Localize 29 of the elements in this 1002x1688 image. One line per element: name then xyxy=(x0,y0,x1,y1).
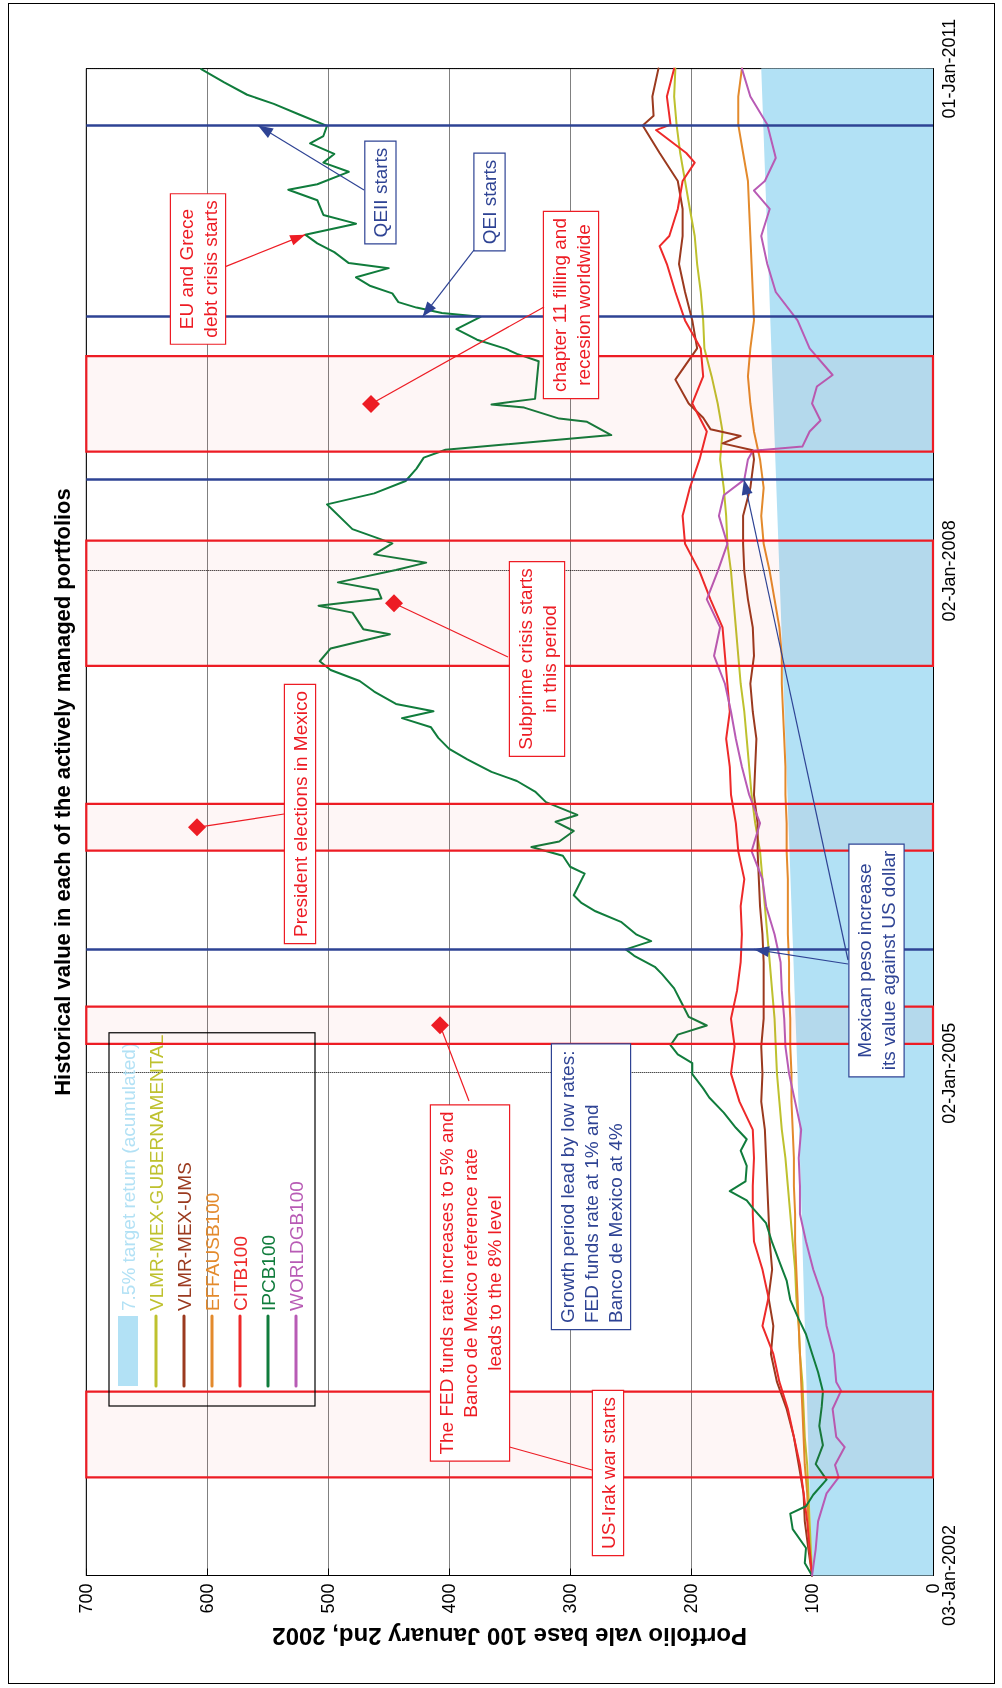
x-tick-label: 600 xyxy=(197,1583,218,1614)
y-tick-label: 01-Jan-2011 xyxy=(939,18,959,119)
x-tick-label: 100 xyxy=(802,1583,823,1614)
band-label: The FED funds rate increases to 5% and Banco de Mexico reference rate leads to the 8% level xyxy=(435,1111,505,1455)
annotation: EU and Grece debt crisis starts xyxy=(175,200,221,338)
text: 7.5% target return (acumulated) xyxy=(117,1042,139,1311)
y-tick-label: 02-Jan-2005 xyxy=(939,1022,959,1124)
annotation: Growth period lead by low rates: FED funds rate at 1% and Banco de Mexico at 4% xyxy=(556,1050,626,1323)
text: VLMR-MEX-UMS xyxy=(173,1162,195,1311)
band-label: US-Irak war starts xyxy=(597,1396,619,1550)
band-label: President elections in Mexico xyxy=(289,690,311,938)
ref-line-label: QEII starts xyxy=(369,147,391,238)
x-tick-label: 300 xyxy=(560,1583,581,1614)
x-tick-label: 200 xyxy=(681,1583,702,1614)
text: VLMR-MEX-GUBERNAMENTAL xyxy=(145,1034,167,1311)
x-axis-title: Portfolio vale base 100 January 2nd, 2002 xyxy=(272,1622,748,1650)
text: WORLDGB100 xyxy=(285,1181,307,1311)
text: Historical value in each of the actively managed portfolios xyxy=(49,488,75,1096)
ref-line-label: QEI starts xyxy=(479,159,500,245)
band-label: Subprime crisis starts in this period xyxy=(514,568,560,750)
y-tick-label: 02-Jan-2008 xyxy=(939,520,959,622)
x-tick-label: 400 xyxy=(439,1583,460,1614)
x-tick-label: 700 xyxy=(76,1583,97,1614)
text: CITB100 xyxy=(229,1236,251,1311)
band-label: chapter 11 filling and recesion worldwide xyxy=(548,218,594,392)
annotation: Mexican peso increase its value against US dollar xyxy=(854,849,899,1071)
text: IPCB100 xyxy=(257,1234,279,1311)
x-tick-label: 500 xyxy=(318,1583,339,1614)
text: EFFAUSB100 xyxy=(201,1192,223,1311)
